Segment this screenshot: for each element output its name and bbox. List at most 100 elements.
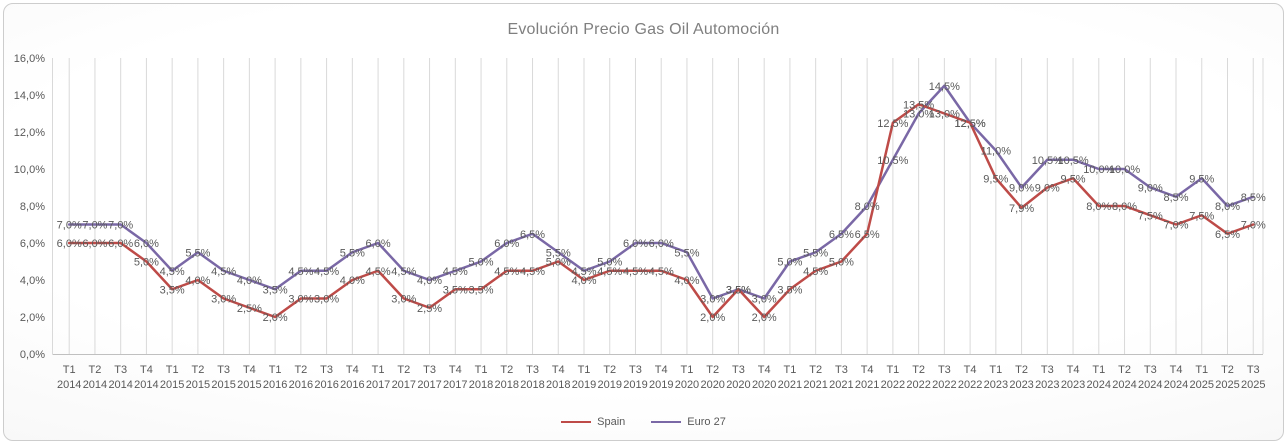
svg-text:2019: 2019 <box>597 379 621 391</box>
svg-text:4,0%: 4,0% <box>340 275 365 287</box>
svg-text:6,0%: 6,0% <box>623 238 648 250</box>
svg-text:2017: 2017 <box>417 379 441 391</box>
svg-text:6,0%: 6,0% <box>82 238 107 250</box>
svg-text:2023: 2023 <box>1061 379 1085 391</box>
svg-text:12,5%: 12,5% <box>954 118 985 130</box>
svg-text:4,5%: 4,5% <box>520 266 545 278</box>
svg-text:T1: T1 <box>886 364 899 376</box>
svg-text:2020: 2020 <box>675 379 699 391</box>
svg-text:T3: T3 <box>217 364 230 376</box>
svg-text:6,5%: 6,5% <box>1215 229 1240 241</box>
chart-title: Evolución Precio Gas Oil Automoción <box>507 21 780 38</box>
svg-text:T3: T3 <box>114 364 127 376</box>
svg-text:6,5%: 6,5% <box>520 229 545 241</box>
svg-text:2020: 2020 <box>700 379 724 391</box>
svg-text:T1: T1 <box>372 364 385 376</box>
svg-text:3,5%: 3,5% <box>263 284 288 296</box>
svg-text:4,5%: 4,5% <box>366 266 391 278</box>
spain-line-swatch <box>561 421 592 423</box>
svg-text:6,0%: 6,0% <box>494 238 519 250</box>
svg-text:2015: 2015 <box>211 379 235 391</box>
svg-text:T4: T4 <box>449 364 462 376</box>
svg-text:2023: 2023 <box>1009 379 1033 391</box>
svg-text:7,5%: 7,5% <box>1189 210 1214 222</box>
svg-text:3,0%: 3,0% <box>700 294 725 306</box>
svg-text:2018: 2018 <box>469 379 493 391</box>
svg-text:2022: 2022 <box>932 379 956 391</box>
svg-text:0,0%: 0,0% <box>20 349 45 361</box>
svg-text:2014: 2014 <box>108 379 132 391</box>
svg-text:4,5%: 4,5% <box>391 266 416 278</box>
svg-text:4,0%: 4,0% <box>20 275 45 287</box>
svg-text:9,5%: 9,5% <box>1061 173 1086 185</box>
svg-text:9,5%: 9,5% <box>983 173 1008 185</box>
svg-text:4,5%: 4,5% <box>571 266 596 278</box>
svg-text:T1: T1 <box>63 364 76 376</box>
svg-text:2023: 2023 <box>1035 379 1059 391</box>
svg-text:5,0%: 5,0% <box>829 257 854 269</box>
svg-text:T4: T4 <box>140 364 153 376</box>
chart-card[interactable]: Evolución Precio Gas Oil Automoción 0,0%… <box>3 3 1284 441</box>
svg-text:2018: 2018 <box>520 379 544 391</box>
svg-text:T1: T1 <box>783 364 796 376</box>
svg-text:T4: T4 <box>1170 364 1183 376</box>
svg-text:T4: T4 <box>346 364 359 376</box>
svg-text:3,5%: 3,5% <box>443 284 468 296</box>
legend-item-euro27[interactable]: Euro 27 <box>651 416 726 428</box>
svg-text:8,0%: 8,0% <box>855 201 880 213</box>
svg-text:2,5%: 2,5% <box>417 303 442 315</box>
svg-text:7,9%: 7,9% <box>1009 203 1034 215</box>
svg-text:2014: 2014 <box>134 379 158 391</box>
svg-text:T2: T2 <box>809 364 822 376</box>
svg-text:T1: T1 <box>989 364 1002 376</box>
svg-text:2014: 2014 <box>83 379 107 391</box>
svg-text:5,0%: 5,0% <box>134 257 159 269</box>
svg-text:8,0%: 8,0% <box>1112 201 1137 213</box>
svg-text:4,5%: 4,5% <box>494 266 519 278</box>
svg-text:T2: T2 <box>1015 364 1028 376</box>
svg-text:3,0%: 3,0% <box>314 294 339 306</box>
svg-text:2014: 2014 <box>57 379 81 391</box>
svg-text:5,0%: 5,0% <box>546 257 571 269</box>
svg-text:6,5%: 6,5% <box>855 229 880 241</box>
svg-text:12,5%: 12,5% <box>877 118 908 130</box>
svg-text:9,0%: 9,0% <box>1138 183 1163 195</box>
svg-text:7,0%: 7,0% <box>1163 220 1188 232</box>
svg-text:6,0%: 6,0% <box>57 238 82 250</box>
svg-text:4,5%: 4,5% <box>597 266 622 278</box>
svg-text:T4: T4 <box>861 364 874 376</box>
svg-text:2022: 2022 <box>958 379 982 391</box>
svg-text:2024: 2024 <box>1087 379 1111 391</box>
svg-text:2,0%: 2,0% <box>700 312 725 324</box>
svg-text:T2: T2 <box>294 364 307 376</box>
svg-text:T4: T4 <box>964 364 977 376</box>
svg-text:T2: T2 <box>89 364 102 376</box>
svg-text:2023: 2023 <box>984 379 1008 391</box>
legend-item-spain[interactable]: Spain <box>561 416 625 428</box>
svg-text:7,0%: 7,0% <box>57 220 82 232</box>
svg-text:14,0%: 14,0% <box>14 90 45 102</box>
svg-text:4,5%: 4,5% <box>649 266 674 278</box>
svg-text:T4: T4 <box>655 364 668 376</box>
svg-text:11,0%: 11,0% <box>981 146 1012 158</box>
svg-text:3,5%: 3,5% <box>726 284 751 296</box>
svg-text:T2: T2 <box>500 364 513 376</box>
svg-text:6,0%: 6,0% <box>108 238 133 250</box>
svg-text:T4: T4 <box>1067 364 1080 376</box>
svg-text:3,0%: 3,0% <box>752 294 777 306</box>
svg-text:2019: 2019 <box>623 379 647 391</box>
svg-text:5,5%: 5,5% <box>546 247 571 259</box>
svg-text:2019: 2019 <box>649 379 673 391</box>
svg-text:2018: 2018 <box>546 379 570 391</box>
svg-text:8,0%: 8,0% <box>1215 201 1240 213</box>
svg-text:T4: T4 <box>243 364 256 376</box>
svg-text:10,5%: 10,5% <box>877 155 908 167</box>
svg-text:4,5%: 4,5% <box>623 266 648 278</box>
svg-text:T1: T1 <box>475 364 488 376</box>
svg-text:5,5%: 5,5% <box>674 247 699 259</box>
svg-text:8,5%: 8,5% <box>1163 192 1188 204</box>
svg-text:3,0%: 3,0% <box>211 294 236 306</box>
svg-text:T2: T2 <box>912 364 925 376</box>
svg-text:7,0%: 7,0% <box>108 220 133 232</box>
svg-text:2015: 2015 <box>186 379 210 391</box>
